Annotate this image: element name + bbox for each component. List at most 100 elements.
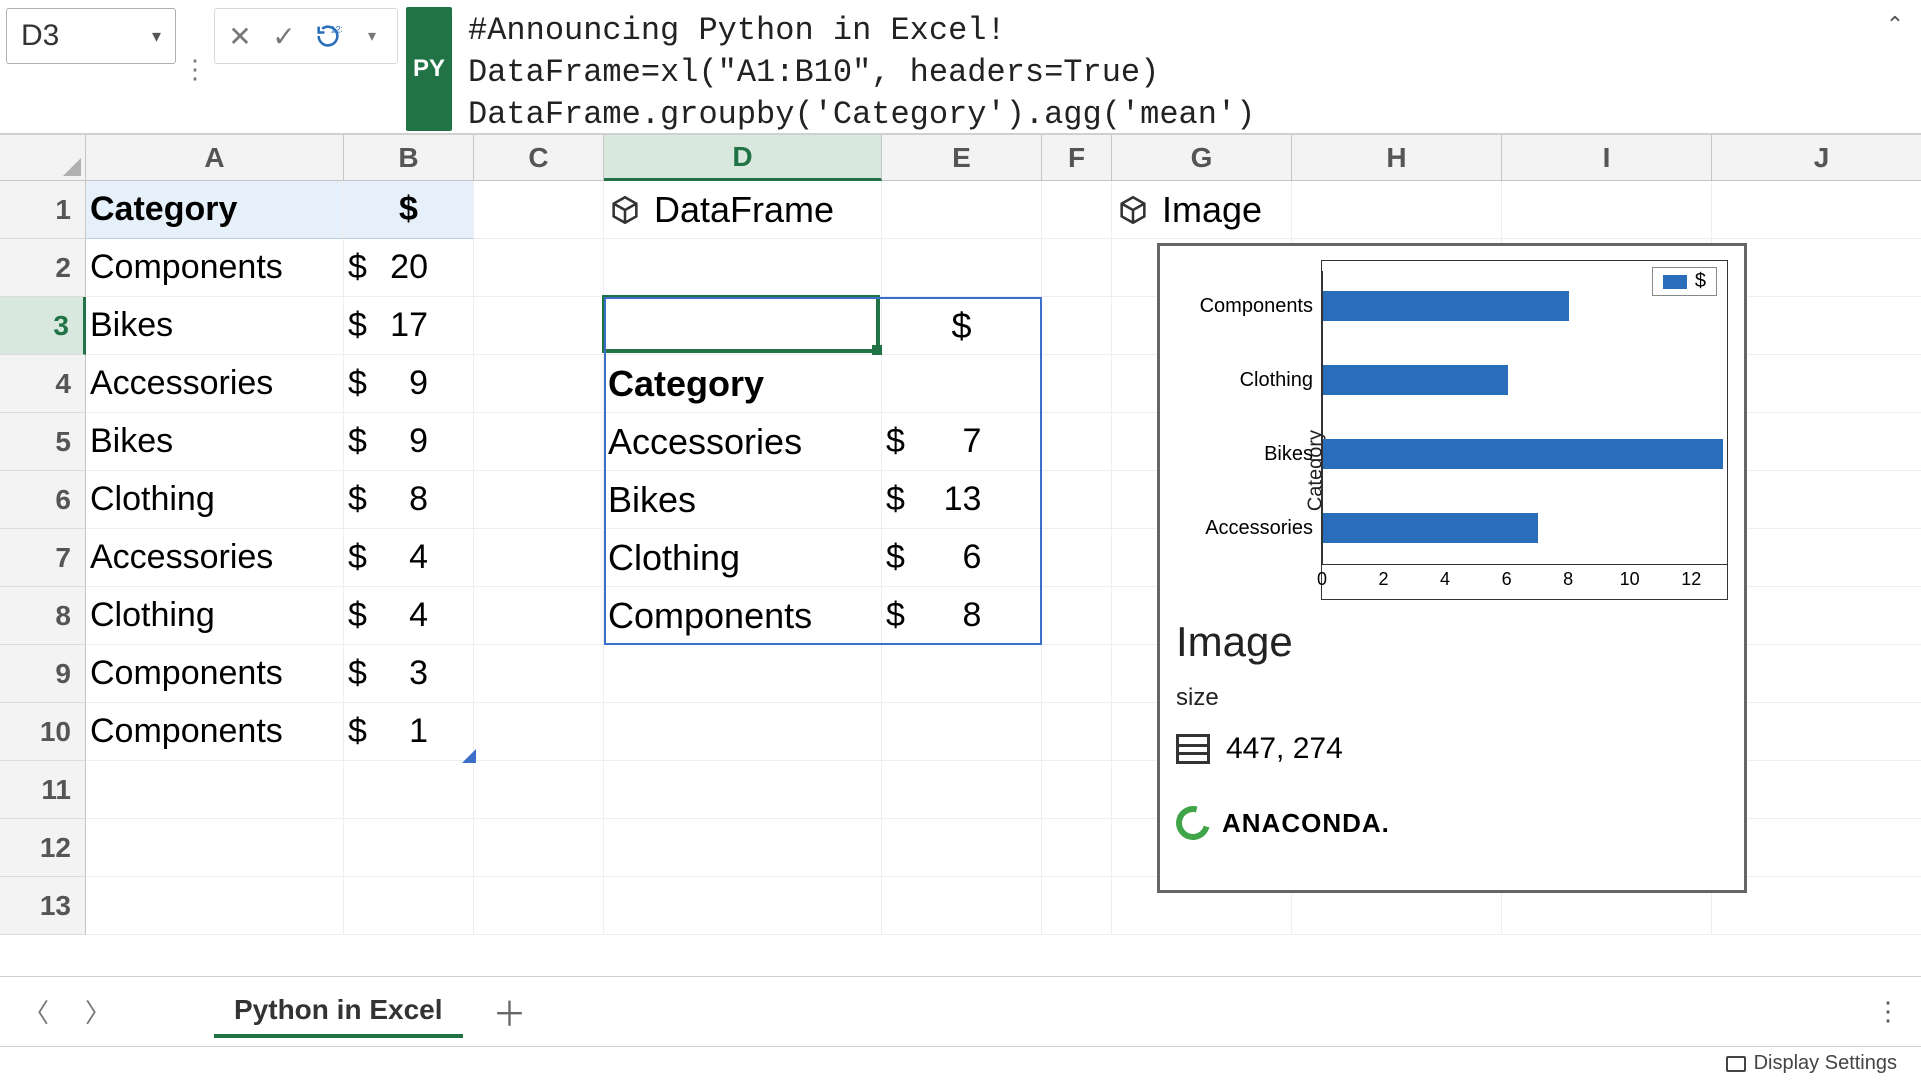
cell-B9[interactable]: $3 (344, 645, 474, 703)
cell-B3[interactable]: $17 (344, 297, 474, 355)
col-header-G[interactable]: G (1112, 135, 1292, 181)
cell-B1[interactable]: $ (344, 181, 474, 239)
col-header-I[interactable]: I (1502, 135, 1712, 181)
cell-H1[interactable] (1292, 181, 1502, 239)
accept-icon[interactable]: ✓ (269, 20, 299, 53)
cell-D8[interactable]: Components (604, 587, 882, 645)
row-header-2[interactable]: 2 (0, 239, 86, 297)
cell-D12[interactable] (604, 819, 882, 877)
cell-D9[interactable] (604, 645, 882, 703)
add-sheet-icon[interactable]: ＋ (493, 987, 527, 1036)
cell-E7[interactable]: $ 6 (882, 529, 1042, 587)
col-header-E[interactable]: E (882, 135, 1042, 181)
cell-D7[interactable]: Clothing (604, 529, 882, 587)
row-header-9[interactable]: 9 (0, 645, 86, 703)
cell-E5[interactable]: $ 7 (882, 413, 1042, 471)
cell-E6[interactable]: $ 13 (882, 471, 1042, 529)
cell-B5[interactable]: $9 (344, 413, 474, 471)
cell-C5[interactable] (474, 413, 604, 471)
row-header-1[interactable]: 1 (0, 181, 86, 239)
tab-prev-icon[interactable]: 〈 (20, 993, 52, 1030)
row-header-4[interactable]: 4 (0, 355, 86, 413)
cell-E4[interactable] (882, 355, 1042, 413)
tab-next-icon[interactable]: 〉 (82, 993, 114, 1030)
formula-dropdown-icon[interactable]: ▾ (357, 26, 387, 46)
cell-D2[interactable] (604, 239, 882, 297)
cell-A4[interactable]: Accessories (86, 355, 344, 413)
col-header-D[interactable]: D (604, 135, 882, 181)
cell-D6[interactable]: Bikes (604, 471, 882, 529)
cell-F1[interactable] (1042, 181, 1112, 239)
name-box-chevron-icon[interactable]: ▾ (152, 26, 161, 47)
cell-C8[interactable] (474, 587, 604, 645)
row-header-12[interactable]: 12 (0, 819, 86, 877)
cell-D13[interactable] (604, 877, 882, 935)
cell-F8[interactable] (1042, 587, 1112, 645)
col-header-J[interactable]: J (1712, 135, 1921, 181)
row-header-8[interactable]: 8 (0, 587, 86, 645)
display-settings-icon[interactable] (1726, 1056, 1746, 1072)
cell-E1[interactable] (882, 181, 1042, 239)
col-header-H[interactable]: H (1292, 135, 1502, 181)
cell-E11[interactable] (882, 761, 1042, 819)
sheet-tab[interactable]: Python in Excel (214, 986, 463, 1038)
cell-E9[interactable] (882, 645, 1042, 703)
cell-A13[interactable] (86, 877, 344, 935)
cell-G1[interactable]: Image (1112, 181, 1292, 239)
refresh-icon[interactable]: 123 (313, 22, 343, 50)
cell-A1[interactable]: Category (86, 181, 344, 239)
display-settings-label[interactable]: Display Settings (1754, 1052, 1897, 1075)
row-header-3[interactable]: 3 (0, 297, 86, 355)
formula-text[interactable]: #Announcing Python in Excel! DataFrame=x… (460, 2, 1867, 131)
cell-D11[interactable] (604, 761, 882, 819)
cell-E13[interactable] (882, 877, 1042, 935)
cell-E3[interactable]: $ (882, 297, 1042, 355)
cell-F7[interactable] (1042, 529, 1112, 587)
select-all-corner[interactable] (0, 135, 86, 181)
row-header-7[interactable]: 7 (0, 529, 86, 587)
cancel-icon[interactable]: ✕ (225, 20, 255, 53)
col-header-B[interactable]: B (344, 135, 474, 181)
cell-B11[interactable] (344, 761, 474, 819)
cell-B4[interactable]: $9 (344, 355, 474, 413)
row-header-6[interactable]: 6 (0, 471, 86, 529)
col-header-F[interactable]: F (1042, 135, 1112, 181)
cell-C3[interactable] (474, 297, 604, 355)
cell-A10[interactable]: Components (86, 703, 344, 761)
cell-F11[interactable] (1042, 761, 1112, 819)
cell-A3[interactable]: Bikes (86, 297, 344, 355)
cell-E10[interactable] (882, 703, 1042, 761)
cell-A9[interactable]: Components (86, 645, 344, 703)
spreadsheet-grid[interactable]: ABCDEFGHIJ 1Category$DataFrameImage2Comp… (0, 135, 1921, 976)
cell-F6[interactable] (1042, 471, 1112, 529)
cell-B12[interactable] (344, 819, 474, 877)
cell-C13[interactable] (474, 877, 604, 935)
cell-E12[interactable] (882, 819, 1042, 877)
row-header-13[interactable]: 13 (0, 877, 86, 935)
cell-D3[interactable] (604, 297, 882, 355)
cell-A7[interactable]: Accessories (86, 529, 344, 587)
cell-F13[interactable] (1042, 877, 1112, 935)
cell-I1[interactable] (1502, 181, 1712, 239)
cell-D4[interactable]: Category (604, 355, 882, 413)
cell-B2[interactable]: $20 (344, 239, 474, 297)
name-box[interactable]: D3 ▾ (6, 8, 176, 64)
col-header-A[interactable]: A (86, 135, 344, 181)
cell-B13[interactable] (344, 877, 474, 935)
cell-C1[interactable] (474, 181, 604, 239)
cell-C11[interactable] (474, 761, 604, 819)
cell-C4[interactable] (474, 355, 604, 413)
cell-D1[interactable]: DataFrame (604, 181, 882, 239)
cell-B6[interactable]: $8 (344, 471, 474, 529)
cell-J1[interactable] (1712, 181, 1921, 239)
col-header-C[interactable]: C (474, 135, 604, 181)
cell-C6[interactable] (474, 471, 604, 529)
cell-A2[interactable]: Components (86, 239, 344, 297)
cell-F10[interactable] (1042, 703, 1112, 761)
row-header-11[interactable]: 11 (0, 761, 86, 819)
tab-more-icon[interactable]: ⋮ (1875, 996, 1901, 1027)
cell-A6[interactable]: Clothing (86, 471, 344, 529)
cell-B7[interactable]: $4 (344, 529, 474, 587)
cell-B10[interactable]: $1 (344, 703, 474, 761)
cell-C9[interactable] (474, 645, 604, 703)
